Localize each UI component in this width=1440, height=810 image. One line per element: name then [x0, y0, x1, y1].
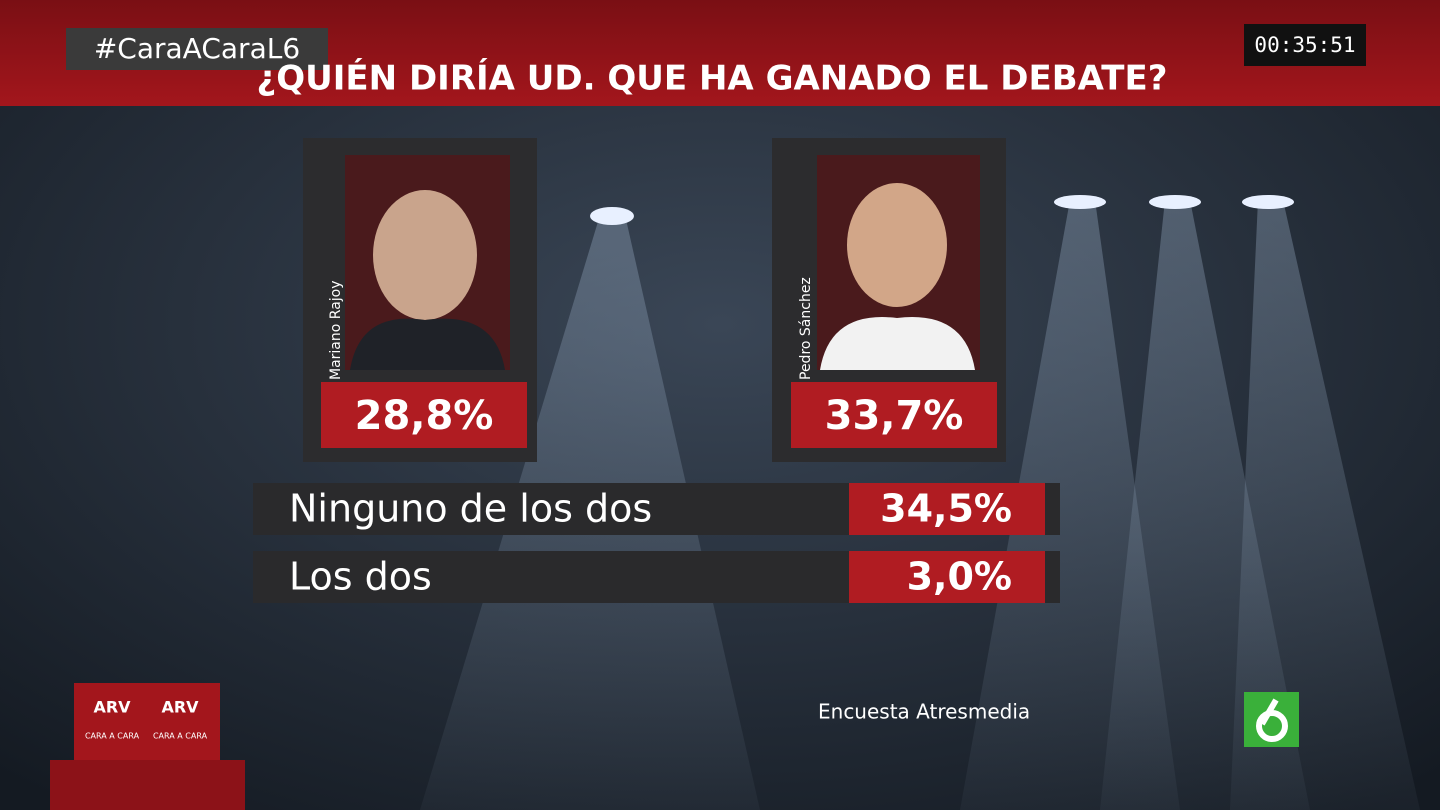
option-result: 34,5% — [880, 487, 1012, 531]
candidate-result: 28,8% — [355, 393, 494, 439]
question: ¿QUIÉN DIRÍA UD. QUE HA GANADO EL DEBATE… — [257, 58, 1168, 99]
option-label: Los dos — [289, 555, 432, 599]
candidate-name: Mariano Rajoy — [328, 280, 344, 380]
hashtag-box — [66, 28, 328, 70]
option-row: Los dos 3,0% — [253, 551, 1060, 603]
badge-logo: ARV — [93, 698, 131, 717]
badge-logo: ARV — [161, 698, 199, 717]
candidate-name: Pedro Sánchez — [798, 277, 814, 380]
candidate-card: Mariano Rajoy 28,8% — [303, 138, 537, 462]
clock-box — [1244, 24, 1366, 66]
source: Encuesta Atresmedia — [818, 700, 1030, 724]
debate-badge: ARV ARV CARA A CARA CARA A CARA — [50, 683, 245, 810]
badge-caption: CARA A CARA — [85, 732, 140, 741]
option-label: Ninguno de los dos — [289, 487, 652, 531]
channel-logo — [1244, 692, 1299, 747]
candidate-card: Pedro Sánchez 33,7% — [772, 138, 1006, 462]
option-result: 3,0% — [907, 555, 1012, 599]
hashtag: #CaraACaraL6 — [94, 32, 300, 65]
badge-caption: CARA A CARA — [153, 732, 208, 741]
clock: 00:35:51 — [1254, 33, 1355, 57]
option-row: Ninguno de los dos 34,5% — [253, 483, 1060, 535]
candidate-result: 33,7% — [825, 393, 964, 439]
